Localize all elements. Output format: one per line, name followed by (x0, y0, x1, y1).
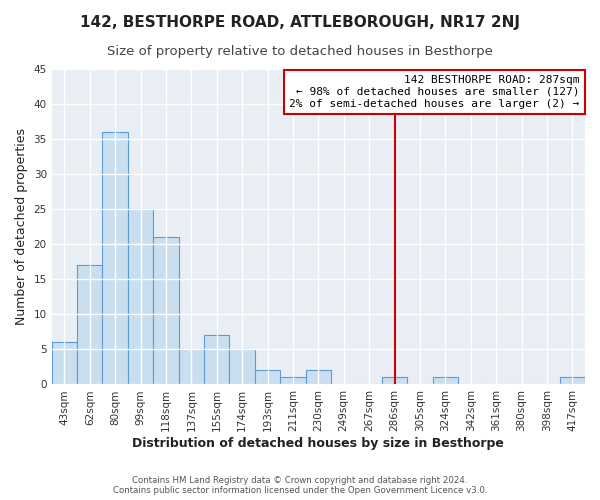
Bar (229, 350, 255, 384)
Bar (382, 378, 407, 384)
Text: Contains HM Land Registry data © Crown copyright and database right 2024.
Contai: Contains HM Land Registry data © Crown c… (113, 476, 487, 495)
Bar (128, 209, 153, 384)
Bar (560, 378, 585, 384)
Bar (280, 378, 305, 384)
Y-axis label: Number of detached properties: Number of detached properties (15, 128, 28, 325)
Bar (153, 237, 179, 384)
Bar (179, 350, 204, 384)
Bar (433, 378, 458, 384)
Bar (77, 266, 103, 384)
Text: 142 BESTHORPE ROAD: 287sqm
← 98% of detached houses are smaller (127)
2% of semi: 142 BESTHORPE ROAD: 287sqm ← 98% of deta… (289, 76, 580, 108)
X-axis label: Distribution of detached houses by size in Besthorpe: Distribution of detached houses by size … (133, 437, 504, 450)
Bar (103, 132, 128, 384)
Bar (255, 370, 280, 384)
Text: Size of property relative to detached houses in Besthorpe: Size of property relative to detached ho… (107, 45, 493, 58)
Bar (204, 336, 229, 384)
Text: 142, BESTHORPE ROAD, ATTLEBOROUGH, NR17 2NJ: 142, BESTHORPE ROAD, ATTLEBOROUGH, NR17 … (80, 15, 520, 30)
Bar (305, 370, 331, 384)
Bar (52, 342, 77, 384)
